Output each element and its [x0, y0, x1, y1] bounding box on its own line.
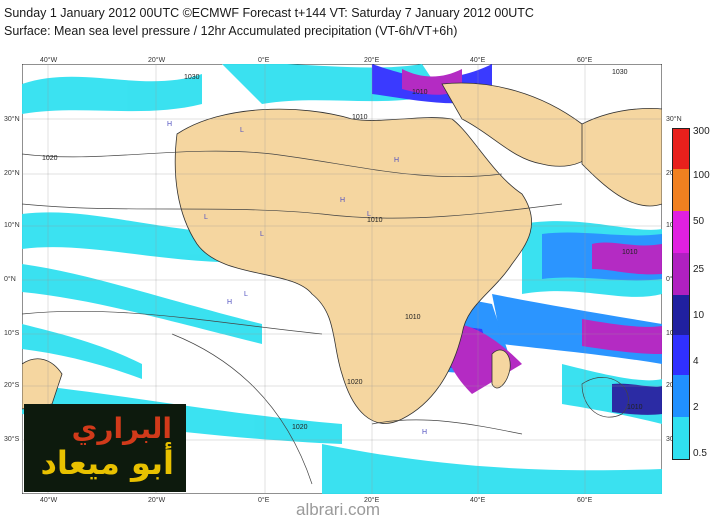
legend-band — [673, 335, 689, 375]
pressure-mark: L — [204, 214, 208, 221]
lat-label-right: 0°N — [666, 276, 678, 283]
lat-label-right: 30°N — [666, 116, 682, 123]
lon-label-bottom: 20°W — [148, 497, 166, 504]
lat-label: 30°S — [4, 436, 20, 443]
lon-label: 20°E — [364, 57, 380, 64]
lat-label: 20°N — [4, 170, 20, 177]
lon-label: 40°E — [470, 57, 486, 64]
legend-label: 25 — [693, 264, 705, 275]
pressure-mark: H — [167, 121, 172, 128]
logo-line-2: أبو ميعاد — [40, 444, 174, 482]
isobar-label: 1010 — [622, 249, 638, 256]
lon-label: 20°W — [148, 57, 166, 64]
isobar-label: 1010 — [352, 114, 368, 121]
lat-label: 0°N — [4, 276, 16, 283]
legend-label: 50 — [693, 216, 705, 227]
legend-band — [673, 211, 689, 253]
forecast-title: Sunday 1 January 2012 00UTC ©ECMWF Forec… — [4, 6, 534, 20]
forecast-subtitle: Surface: Mean sea level pressure / 12hr … — [4, 24, 458, 38]
legend-label: 0.5 — [693, 448, 707, 459]
lat-label: 10°S — [4, 330, 20, 337]
isobars — [22, 150, 629, 485]
isobar-label: 1020 — [42, 155, 58, 162]
weather-map: 1030 1020 1010 1010 1010 1010 1020 1010 … — [22, 64, 662, 494]
legend-band — [673, 375, 689, 417]
legend-band — [673, 169, 689, 211]
lat-label: 30°N — [4, 116, 20, 123]
isobar-label: 1020 — [292, 424, 308, 431]
lat-label: 20°S — [4, 382, 20, 389]
lon-label: 0°E — [258, 57, 270, 64]
isobar-label: 1010 — [627, 404, 643, 411]
legend-label: 300 — [693, 126, 710, 137]
legend-band — [673, 129, 689, 169]
lon-label-bottom: 60°E — [577, 497, 593, 504]
lon-label-bottom: 0°E — [258, 497, 270, 504]
pressure-mark: L — [244, 291, 248, 298]
site-watermark[interactable]: albrari.com — [296, 500, 381, 519]
pressure-mark: L — [367, 211, 371, 218]
pressure-mark: H — [227, 299, 232, 306]
lon-label: 40°W — [40, 57, 58, 64]
lon-label-bottom: 40°W — [40, 497, 58, 504]
land-masses — [22, 82, 662, 424]
pressure-mark: L — [260, 231, 264, 238]
isobar-label: 1030 — [612, 69, 628, 76]
lon-label: 60°E — [577, 57, 593, 64]
legend-band — [673, 295, 689, 335]
precipitation-legend — [672, 128, 690, 460]
legend-band — [673, 253, 689, 295]
lon-label-bottom: 40°E — [470, 497, 486, 504]
isobar-label: 1010 — [405, 314, 421, 321]
legend-label: 100 — [693, 170, 710, 181]
isobar-label: 1010 — [412, 89, 428, 96]
pressure-mark: H — [422, 429, 427, 436]
isobar-label: 1010 — [367, 217, 383, 224]
lon-label-bottom: 20°E — [364, 497, 380, 504]
lat-label: 10°N — [4, 222, 20, 229]
isobar-label: 1030 — [184, 74, 200, 81]
legend-band — [673, 417, 689, 459]
legend-label: 10 — [693, 310, 705, 321]
albrari-logo: البراري أبو ميعاد — [24, 404, 186, 492]
pressure-mark: H — [340, 197, 345, 204]
legend-label: 4 — [693, 356, 699, 367]
pressure-mark: H — [394, 157, 399, 164]
logo-line-1: البراري — [71, 412, 172, 445]
isobar-label: 1020 — [347, 379, 363, 386]
legend-label: 2 — [693, 402, 699, 413]
pressure-mark: L — [240, 127, 244, 134]
